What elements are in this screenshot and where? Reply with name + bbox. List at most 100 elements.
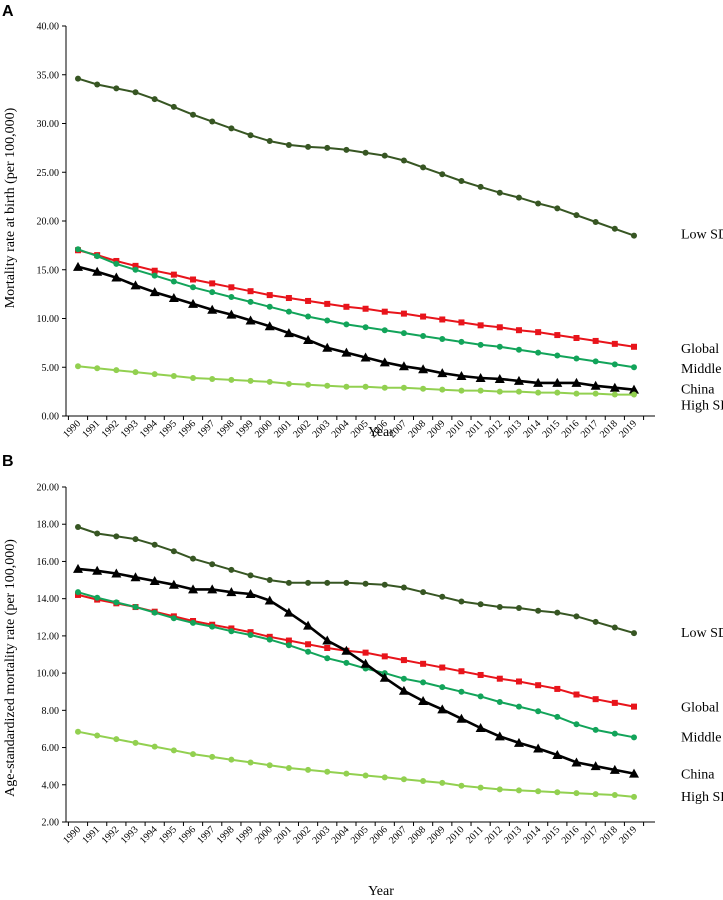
panel-b-middle-sdi-point [228, 628, 235, 635]
panel-a-middle-sdi-point [515, 346, 522, 353]
panel-b-x-tick-label: 1991 [80, 824, 102, 846]
panel-b-x-tick-label: 2008 [406, 824, 428, 846]
panel-b-china-point [303, 620, 314, 630]
panel-a-china-point [92, 266, 103, 276]
panel-a-china-point [533, 377, 544, 387]
panel-a-global-point [266, 292, 273, 299]
panel-a-chart: 0.00 5.00 10.00 15.00 20.00 25.00 30.00 35.00 40… [37, 22, 723, 441]
panel-a-middle-sdi-point [132, 266, 139, 273]
panel-b-low-sdi-point [151, 541, 158, 548]
panel-b-high-sdi-series [75, 728, 637, 800]
panel-a-global-point [324, 300, 331, 307]
panel-b-middle-sdi-series-label: Middle SDI [681, 730, 723, 745]
panel-a-x-tick-label: 2012 [483, 418, 505, 440]
panel-a-high-sdi-point [170, 373, 177, 380]
panel-a-x-tick-label: 2019 [617, 418, 639, 440]
panel-b-high-sdi-point [381, 774, 388, 781]
panel-a-high-sdi-point [381, 384, 388, 391]
panel-a-high-sdi-point [477, 387, 484, 394]
panel-a-high-sdi-point [592, 390, 599, 397]
panel-b-global-point [631, 703, 637, 710]
panel-b-middle-sdi-point [113, 599, 120, 606]
panel-b-china-point [264, 595, 275, 605]
panel-b-high-sdi-line [77, 730, 635, 798]
panel-a-x-tick-label: 2009 [425, 418, 447, 440]
panel-a-x-tick-label: 2017 [579, 418, 601, 440]
panel-b-low-sdi-series [75, 524, 637, 637]
panel-a-global-point [151, 267, 158, 274]
panel-a-global-point [515, 327, 522, 334]
panel-a-middle-sdi-point [362, 324, 369, 331]
panel-b-global-point [477, 671, 484, 678]
panel-a-middle-sdi-point [151, 272, 158, 279]
panel-a-x-tick-label: 1993 [119, 418, 141, 440]
panel-b-x-tick-label: 1996 [176, 824, 198, 846]
panel-a-x-tick-label: 2010 [445, 418, 467, 440]
panel-b-high-sdi-point [113, 736, 120, 743]
panel-a-low-sdi-point [324, 144, 331, 151]
panel-a-middle-sdi-point [458, 338, 465, 345]
panel-b-low-sdi-point [324, 579, 331, 586]
panel-a-china-point [360, 352, 371, 362]
panel-b-china-line [77, 567, 635, 775]
panel-a-global-point [592, 337, 599, 344]
panel-b-high-sdi-point [266, 762, 273, 769]
panel-b-global-point [324, 644, 331, 651]
panel-b-low-sdi-point [381, 581, 388, 588]
panel-a-y-tick-label: 25.00 [37, 168, 60, 179]
panel-b-china-point [590, 761, 601, 771]
panel-a-global-point [477, 322, 484, 329]
panel-b-china-point [513, 737, 524, 747]
panel-a-low-sdi-point [228, 125, 235, 132]
panel-b-low-sdi-point [170, 548, 177, 555]
panel-a-middle-sdi-point [592, 358, 599, 365]
panel-b-china-point [149, 575, 160, 585]
panel-b-global-point [535, 682, 542, 689]
panel-b-x-tick-label: 2006 [368, 824, 390, 846]
panel-a-x-tick-label: 2011 [464, 418, 486, 440]
panel-a-global-point [496, 324, 503, 331]
panel-b-low-sdi-point [420, 589, 427, 596]
panel-a-china-point [494, 373, 505, 383]
panel-b-middle-sdi-point [458, 688, 465, 695]
panel-a-global-point [458, 319, 465, 326]
panel-a-china-point [303, 334, 314, 344]
panel-a-y-tick-label: 10.00 [37, 314, 60, 325]
panel-b-middle-sdi-line [77, 591, 635, 739]
panel-b-middle-sdi-point [324, 655, 331, 662]
panel-b-global-point [573, 691, 580, 698]
panel-a-high-sdi-point [285, 380, 292, 387]
panel-a-low-sdi-point [611, 225, 618, 232]
panel-a-middle-sdi-line [77, 248, 635, 369]
panel-b-low-sdi-point [592, 618, 599, 625]
panel-a-high-sdi-point [94, 365, 101, 372]
panel-a-y-tick-label: 0.00 [42, 412, 60, 423]
panel-a-low-sdi-point [94, 81, 101, 88]
panel-a-low-sdi-point [496, 189, 503, 196]
panel-b-middle-sdi-point [554, 713, 561, 720]
panel-b-china-point [322, 635, 333, 645]
panel-b-x-tick-label: 2014 [521, 824, 543, 846]
panel-a-high-sdi-point [228, 376, 235, 383]
panel-b-x-tick-label: 1999 [234, 824, 256, 846]
panel-b-middle-sdi-point [132, 604, 139, 611]
panel-a-x-tick-label: 2008 [406, 418, 428, 440]
panel-a-global-point [228, 284, 235, 291]
panel-b-x-tick-label: 2004 [330, 824, 352, 846]
panel-a-low-sdi-point [381, 152, 388, 159]
panel-a-global-point [420, 313, 427, 320]
panel-b-middle-sdi-point [515, 703, 522, 710]
panel-b-low-sdi-point [228, 566, 235, 573]
panel-a-x-tick-label: 1991 [80, 418, 102, 440]
panel-a-low-sdi-point [631, 232, 637, 239]
panel-a-china-point [629, 384, 639, 394]
panel-a-china-point [73, 261, 83, 271]
panel-a-china-point [168, 293, 179, 303]
panel-a-high-sdi-point [439, 386, 446, 393]
panel-b-middle-sdi-point [343, 659, 350, 666]
panel-a-global-point [631, 343, 637, 350]
panel-a-low-sdi-point [515, 194, 522, 201]
panel-b-global-point [381, 653, 388, 660]
panel-a-middle-sdi-point [573, 355, 580, 362]
panel-a-x-tick-label: 2016 [560, 418, 582, 440]
